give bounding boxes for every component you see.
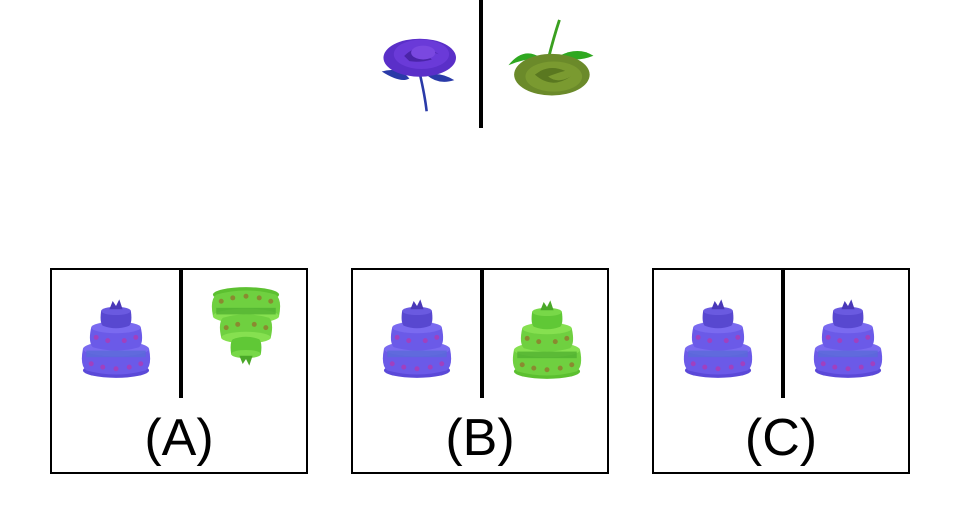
purple-cake-image [81, 299, 151, 378]
purple-cake-image [683, 299, 753, 378]
option-b-label: (B) [445, 409, 515, 467]
option-b-divider [480, 270, 484, 398]
green-rose-image [507, 18, 595, 97]
green-cake-inverted-image [211, 287, 281, 366]
option-a-divider [179, 270, 183, 398]
prompt-divider [479, 0, 483, 128]
option-a[interactable]: (A) [50, 268, 308, 474]
option-c-label: (C) [744, 409, 818, 467]
purple-cake-image [813, 299, 883, 378]
option-b[interactable]: (B) [351, 268, 609, 474]
option-c-divider [781, 270, 785, 398]
purple-rose-image [380, 37, 458, 113]
purple-cake-image [382, 299, 452, 378]
option-c[interactable]: (C) [652, 268, 910, 474]
green-cake-image [512, 300, 582, 379]
option-a-label: (A) [144, 409, 214, 467]
